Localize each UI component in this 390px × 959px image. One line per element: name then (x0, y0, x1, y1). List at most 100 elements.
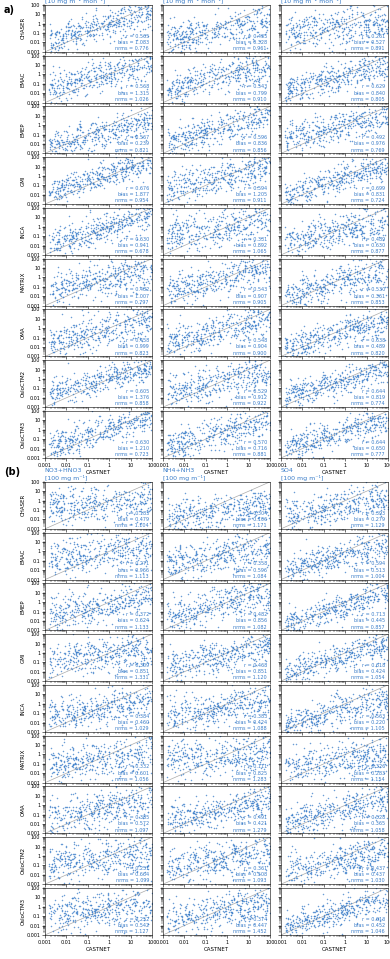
Point (73, 604, 79, 620)
Point (56, 762, 62, 778)
Point (149, 262, 155, 277)
Point (53, 96, 59, 111)
Point (200, 376, 206, 391)
Point (125, 123, 131, 138)
Point (377, 751, 383, 766)
Point (316, 74, 322, 89)
Point (357, 57, 363, 72)
Point (246, 914, 252, 929)
Point (378, 635, 384, 650)
Point (183, 549, 190, 564)
Point (369, 417, 376, 433)
Point (251, 233, 257, 248)
Point (143, 590, 149, 605)
Point (171, 137, 177, 152)
Point (322, 606, 328, 621)
Point (56, 334, 62, 349)
Point (183, 24, 189, 39)
Point (68, 713, 74, 729)
Point (172, 694, 178, 710)
Point (305, 393, 311, 409)
Point (353, 803, 359, 818)
Point (167, 133, 174, 149)
Point (56, 281, 62, 296)
Point (177, 662, 183, 677)
Point (255, 214, 261, 229)
Point (224, 426, 230, 441)
Point (177, 67, 183, 82)
Point (245, 409, 252, 424)
Point (222, 15, 228, 31)
Point (180, 383, 186, 398)
Point (330, 545, 336, 560)
Text: r = 0.111
bias = 0.825
nrms = 1.283: r = 0.111 bias = 0.825 nrms = 1.283 (233, 764, 267, 782)
Point (320, 372, 326, 387)
Point (80, 548, 86, 563)
Point (172, 550, 178, 565)
Point (356, 594, 362, 609)
Point (332, 553, 338, 569)
Point (199, 901, 206, 917)
Point (232, 60, 239, 76)
Point (68, 854, 74, 869)
Point (236, 13, 242, 29)
Point (113, 645, 120, 661)
Point (282, 340, 288, 356)
Point (119, 600, 126, 616)
Point (48, 388, 54, 404)
Point (86, 844, 92, 859)
Point (186, 431, 193, 446)
Point (216, 735, 222, 750)
Point (339, 901, 345, 916)
Point (107, 372, 113, 387)
Point (174, 191, 181, 206)
Point (355, 99, 361, 114)
Point (129, 53, 135, 68)
Point (177, 538, 183, 553)
Point (239, 548, 245, 563)
Point (294, 871, 300, 886)
Point (220, 737, 227, 753)
Point (295, 370, 301, 386)
Point (304, 768, 310, 784)
Point (333, 167, 340, 182)
Point (292, 296, 299, 312)
Point (319, 15, 326, 31)
Point (179, 37, 185, 53)
Point (86, 749, 92, 764)
Point (178, 752, 184, 767)
Point (363, 692, 370, 708)
Point (343, 554, 349, 570)
Point (355, 320, 361, 336)
Point (64, 708, 71, 723)
Point (183, 220, 189, 235)
Point (183, 600, 189, 616)
Point (261, 374, 267, 389)
Point (72, 764, 78, 780)
Point (105, 549, 111, 564)
Point (62, 852, 68, 867)
Point (303, 911, 309, 926)
Point (70, 740, 76, 756)
Point (63, 838, 69, 854)
Point (333, 72, 339, 87)
Point (229, 580, 235, 596)
Point (312, 29, 319, 44)
Point (120, 354, 126, 369)
Point (320, 433, 326, 448)
Point (286, 809, 292, 825)
Point (120, 209, 126, 224)
Point (77, 714, 83, 730)
Point (284, 609, 290, 624)
Point (85, 125, 91, 140)
Point (341, 807, 347, 823)
Point (373, 64, 379, 80)
Point (164, 511, 170, 526)
Point (132, 497, 138, 512)
Point (365, 158, 371, 174)
Point (200, 288, 206, 303)
Point (347, 329, 353, 344)
Point (180, 744, 186, 760)
Point (345, 125, 351, 140)
Point (100, 902, 106, 918)
